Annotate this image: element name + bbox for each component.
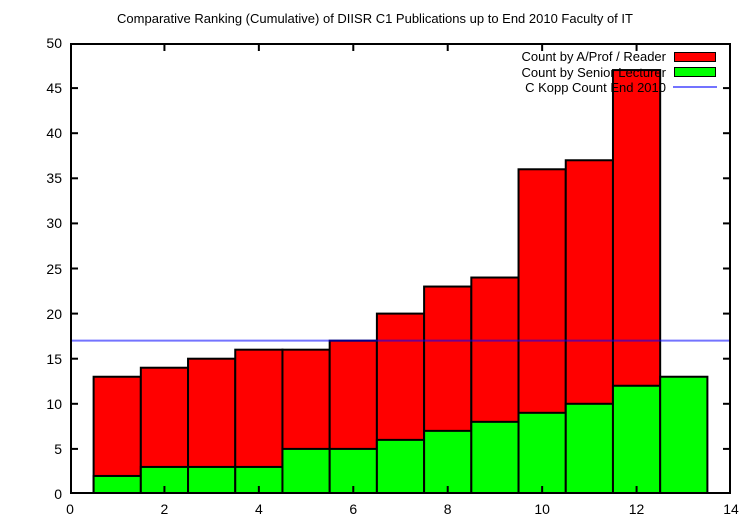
y-tick-label: 10 <box>46 395 62 412</box>
x-tick-label: 8 <box>443 501 452 517</box>
x-tick-label: 2 <box>160 501 169 517</box>
reference-line-swatch-icon <box>673 86 717 89</box>
green-series-swatch-icon <box>673 67 717 78</box>
bar-green-11 <box>564 402 614 494</box>
legend-entry: Count by A/Prof / Reader <box>521 49 717 64</box>
legend: Count by A/Prof / Reader Count by Senior… <box>521 49 717 95</box>
x-tick-label: 14 <box>723 501 739 517</box>
legend-entry: C Kopp Count End 2010 <box>521 80 717 95</box>
red-series-swatch-icon <box>673 51 717 62</box>
y-tick-label: 0 <box>54 486 62 502</box>
chart-title: Comparative Ranking (Cumulative) of DIIS… <box>117 11 633 26</box>
y-tick-label: 50 <box>46 35 62 51</box>
bar-red-1 <box>92 375 142 494</box>
legend-label: Count by Senior Lecturer <box>521 64 666 80</box>
plot-border <box>70 43 731 494</box>
x-tick-label: 12 <box>628 501 645 517</box>
chart-canvas <box>70 43 731 494</box>
legend-label: Count by A/Prof / Reader <box>521 49 666 65</box>
x-tick-label: 4 <box>254 501 263 517</box>
bar-green-8 <box>423 429 473 494</box>
legend-entry: Count by Senior Lecturer <box>521 64 717 80</box>
y-tick-label: 25 <box>46 260 62 277</box>
y-tick-label: 20 <box>46 305 62 322</box>
x-tick-label: 6 <box>349 501 358 517</box>
x-tick-label: 10 <box>534 501 550 517</box>
y-tick-label: 30 <box>46 215 62 232</box>
bar-green-3 <box>187 465 237 494</box>
bar-green-7 <box>375 438 426 494</box>
bar-green-9 <box>470 420 520 494</box>
y-tick-label: 15 <box>46 350 62 367</box>
bar-green-5 <box>281 447 331 494</box>
y-tick-label: 45 <box>46 80 62 97</box>
bar-green-12 <box>611 384 662 494</box>
bar-green-1 <box>92 474 142 494</box>
y-tick-label: 5 <box>54 440 62 457</box>
bar-green-13 <box>659 375 709 494</box>
plot-area: Count by A/Prof / Reader Count by Senior… <box>70 43 731 494</box>
legend-label: C Kopp Count End 2010 <box>525 79 666 95</box>
bar-green-10 <box>517 411 567 494</box>
y-tick-label: 40 <box>46 125 62 142</box>
x-tick-label: 0 <box>66 501 74 517</box>
y-tick-label: 35 <box>46 170 62 187</box>
